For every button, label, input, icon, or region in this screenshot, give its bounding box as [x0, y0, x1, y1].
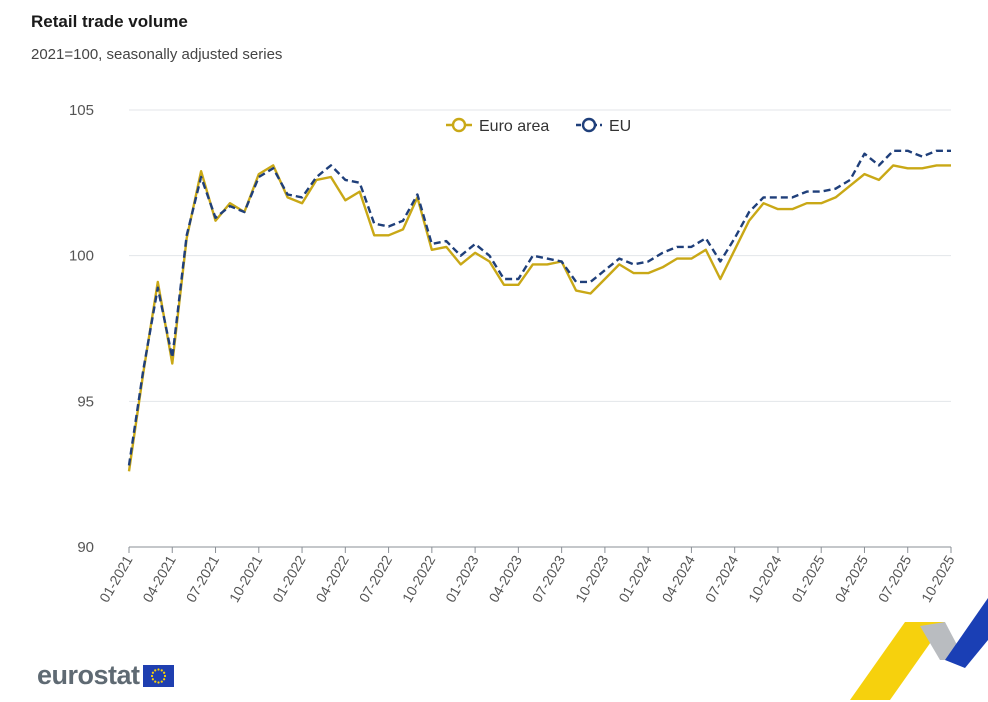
eurostat-logo: eurostat	[37, 660, 174, 691]
flag-star	[160, 668, 163, 671]
x-axis: 01-2021 04-2021 07-2021 10-2021 01-2022 04-20…	[96, 546, 958, 605]
x-tick-label: 07-2023	[529, 552, 569, 605]
legend-item-eu[interactable]: EU	[576, 117, 631, 135]
x-tick-label: 10-2021	[226, 552, 266, 605]
x-tick-label: 01-2022	[269, 552, 309, 605]
x-tick-label: 07-2022	[356, 552, 396, 605]
x-tick-label: 07-2021	[183, 552, 223, 605]
x-tick-label: 01-2025	[788, 552, 828, 605]
x-tick-label: 04-2025	[832, 552, 872, 605]
x-tick-label: 01-2021	[96, 552, 136, 605]
flag-star	[153, 668, 156, 671]
flag-star	[151, 677, 154, 680]
corner-decoration	[850, 598, 988, 700]
y-tick-label: 90	[77, 539, 94, 556]
flag-star	[163, 674, 166, 677]
flag-star	[150, 674, 153, 677]
x-tick-label: 07-2025	[875, 552, 915, 605]
x-tick-label: 10-2024	[745, 552, 785, 605]
flag-star	[162, 671, 165, 674]
series-line-eu[interactable]	[127, 149, 951, 466]
y-axis: 90 95 100 105	[69, 102, 94, 556]
legend[interactable]: Euro area EU	[446, 117, 631, 135]
x-tick-label: 01-2023	[442, 552, 482, 605]
x-tick-label: 10-2023	[572, 552, 612, 605]
chart-subtitle: 2021=100, seasonally adjusted series	[31, 46, 283, 63]
flag-star	[160, 680, 163, 683]
series-group	[127, 149, 951, 472]
flag-star	[156, 667, 160, 671]
legend-item-euro-area[interactable]: Euro area	[446, 117, 549, 135]
y-tick-label: 105	[69, 102, 94, 119]
flag-star	[153, 680, 156, 683]
x-tick-label: 04-2022	[312, 552, 352, 605]
legend-marker-icon	[451, 117, 467, 133]
logo-text: eurostat	[37, 660, 140, 690]
flag-star	[162, 677, 165, 680]
x-tick-label: 10-2022	[399, 552, 439, 605]
x-tick-label: 01-2024	[615, 552, 655, 605]
chart-title: Retail trade volume	[31, 12, 188, 31]
flag-star	[156, 680, 160, 684]
legend-label: Euro area	[479, 118, 549, 135]
eu-flag-icon	[142, 664, 174, 687]
series-line-euro-area[interactable]	[127, 164, 951, 472]
y-tick-label: 100	[69, 248, 94, 265]
flag-star	[151, 671, 154, 674]
x-tick-label: 07-2024	[702, 552, 742, 605]
x-tick-label: 04-2023	[485, 552, 525, 605]
x-tick-label: 10-2025	[918, 552, 958, 605]
legend-marker-icon	[581, 117, 597, 133]
grid-lines	[129, 109, 951, 548]
x-tick-label: 04-2024	[658, 552, 698, 605]
y-tick-label: 95	[77, 393, 94, 410]
legend-label: EU	[609, 118, 631, 135]
x-tick-label: 04-2021	[139, 552, 179, 605]
